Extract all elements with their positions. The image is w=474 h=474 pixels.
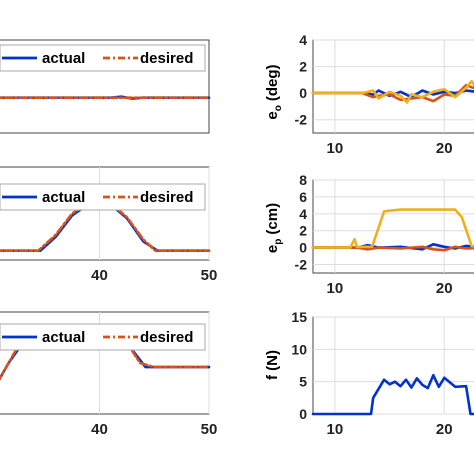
x-tick-label-right-3: 10 [327,421,344,438]
y-tick-label-right-2: 6 [299,189,307,205]
x-tick-label-right-1: 20 [436,140,453,157]
y-axis-label-right-3: f (N) [264,350,281,380]
x-tick-label-left-2: 50 [201,267,218,284]
axes-frame-left-2 [0,166,210,261]
y-axis-label-sub: p [273,239,284,245]
y-tick-label-right-3: 10 [291,341,307,357]
series-line-e3-right-2 [311,208,474,249]
legend-label-actual-left-2: actual [42,189,85,206]
y-tick-label-right-2: 0 [299,240,307,256]
legend-label-desired-left-1: desired [140,50,193,67]
y-axis-label-right-1: eo (deg) [264,64,284,119]
y-axis-label-main: e [264,111,281,119]
series-line-f-right-3 [311,373,474,416]
x-tick-label-left-2: 40 [91,267,108,284]
y-axis-label-unit: (deg) [264,64,281,101]
y-tick-label-right-1: 0 [299,85,307,101]
axes-frame-right-1 [312,39,474,134]
series-line-e2-right-1 [311,83,474,103]
axes-frame-right-2 [312,179,474,274]
y-axis-label-main: f (N) [264,350,281,380]
y-tick-label-right-1: 4 [299,32,307,48]
y-tick-label-right-2: 4 [299,206,307,222]
y-axis-labels: eo(deg)ep(cm)f (N) [264,64,284,380]
x-tick-label-left-3: 50 [201,421,218,438]
legends: actual desired actual desired actual desired [0,44,206,351]
y-tick-label-right-3: 15 [291,309,307,325]
y-tick-label-right-2: 2 [299,223,307,239]
series-line-e2-right-2 [311,245,474,252]
y-tick-label-right-2: -2 [295,257,308,273]
axes-frame-right-3 [312,316,474,415]
axes-frames [0,39,474,415]
y-tick-label-right-1: 2 [299,59,307,75]
y-axis-label-main: e [264,245,281,253]
legend-label-desired-left-2: desired [140,189,193,206]
series-line-e3-right-1 [311,79,474,104]
y-axis-label-sub: o [273,105,284,111]
y-tick-label-right-3: 5 [299,374,307,390]
y-tick-label-right-2: 8 [299,172,307,188]
legend-label-actual-left-3: actual [42,329,85,346]
x-tick-label-right-2: 10 [327,280,344,297]
x-tick-label-right-3: 20 [436,421,453,438]
legend-label-actual-left-1: actual [42,50,85,67]
legend-label-desired-left-3: desired [140,329,193,346]
y-axis-label-unit: (cm) [264,203,281,235]
y-axis-label-right-2: ep (cm) [264,203,284,253]
x-tick-label-right-1: 10 [327,140,344,157]
x-tick-label-right-2: 20 [436,280,453,297]
y-tick-label-right-1: -2 [295,112,308,128]
x-tick-label-left-3: 40 [91,421,108,438]
y-tick-label-right-3: 0 [299,406,307,422]
